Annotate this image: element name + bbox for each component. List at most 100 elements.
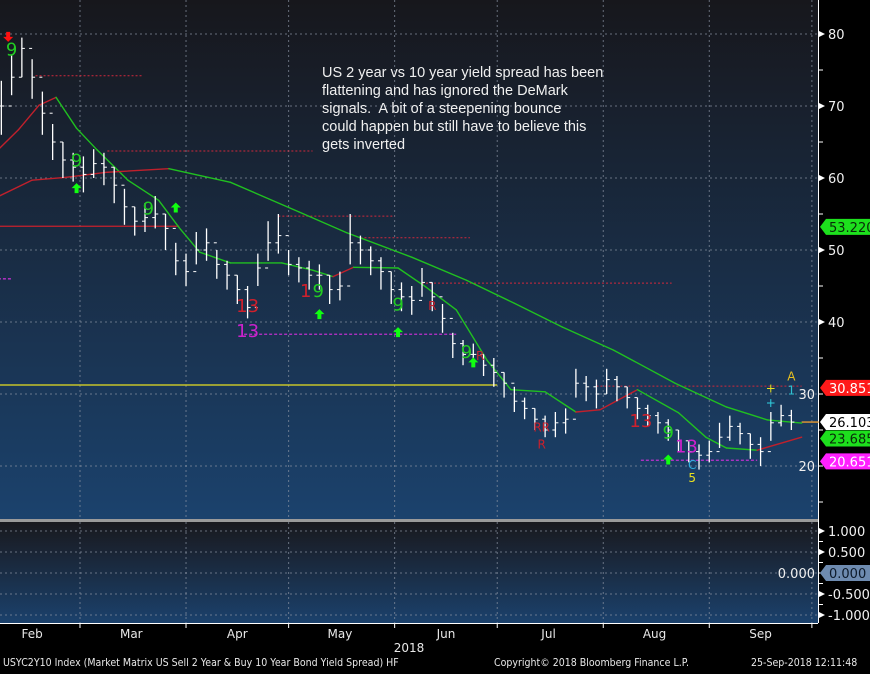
axes: Feb Mar Apr May Jun Jul Aug Sep 2018 80 70 60 50 40 30…: [21, 28, 869, 655]
price-bar: [254, 253, 261, 309]
demark-count-label: C: [688, 458, 696, 472]
price-badge-shape: [820, 430, 870, 447]
price-bar: [244, 286, 251, 319]
price-badge-label: 30.851: [829, 382, 870, 397]
moving-average-2-segment: [298, 211, 348, 234]
price-bar: [490, 358, 497, 387]
price-bar: [439, 296, 446, 333]
price-bar: [603, 368, 610, 395]
price-bar: [624, 386, 631, 409]
chart-annotation: US 2 year vs 10 year yield spread has be…: [322, 65, 604, 153]
price-badge: 26.103: [820, 414, 870, 431]
price-bar: [726, 415, 733, 441]
y-tick-arrow-icon: [819, 591, 825, 597]
price-bar: [162, 213, 169, 250]
price-bar: [203, 228, 210, 261]
price-bar: [347, 214, 354, 287]
price-bar: [367, 246, 374, 276]
demark-count-label: R: [428, 299, 436, 313]
x-tick-label: May: [328, 627, 353, 641]
demark-count-label: 13: [236, 296, 259, 317]
moving-average-1-segment: [424, 286, 457, 311]
price-bar: [100, 152, 107, 186]
price-bar: [172, 227, 179, 276]
price-badge: 30.851: [820, 379, 870, 397]
x-tick-label: Mar: [120, 627, 143, 641]
price-bar: [152, 196, 159, 229]
moving-average-1-segment: [575, 409, 601, 413]
price-bar: [480, 353, 487, 376]
price-bar: [49, 112, 56, 160]
moving-average-2-segment: [766, 419, 803, 424]
moving-average-1-segment: [636, 388, 680, 414]
demark-count-label: +: [766, 396, 776, 410]
lower-panel-badge: 0.000: [820, 565, 870, 582]
price-bars: [0, 37, 795, 470]
price-bar: [767, 412, 774, 453]
price-bar: [429, 281, 436, 312]
price-bar: [634, 397, 641, 420]
price-badge-label: 0.000: [829, 567, 866, 582]
price-levels: [0, 75, 819, 461]
price-badge-shape: [820, 453, 870, 470]
price-bar: [275, 214, 282, 254]
price-bar: [141, 203, 148, 232]
lower-y-tick-label: 0.000: [778, 567, 815, 582]
moving-average-1-segment: [127, 179, 160, 202]
price-bar: [183, 253, 190, 286]
price-badge-shape: [820, 414, 870, 431]
price-bar: [757, 437, 764, 466]
price-bar: [316, 264, 323, 290]
price-bar: [295, 257, 302, 283]
x-tick-label: Jul: [540, 627, 555, 641]
price-bar: [501, 371, 508, 398]
moving-average-1-segment: [544, 391, 577, 413]
price-bar: [285, 235, 292, 276]
moving-average-2-segment: [465, 279, 516, 304]
y-tick-label: 20: [798, 460, 815, 475]
moving-average-1-segment: [677, 412, 707, 438]
price-badge-label: 53.220: [829, 221, 870, 236]
price-bar: [747, 433, 754, 459]
price-bar: [613, 376, 620, 402]
arrow-down-icon: [3, 31, 14, 42]
price-bar: [213, 242, 220, 279]
price-bar: [531, 407, 538, 430]
moving-average-1-segment: [0, 129, 20, 149]
price-bar: [542, 415, 549, 438]
moving-average-2-segment: [725, 406, 769, 421]
moving-average-1-segment: [599, 388, 639, 411]
price-bar: [398, 282, 405, 312]
y-tick-label: 80: [828, 28, 845, 43]
demark-count-label: R: [476, 349, 484, 363]
price-bar: [737, 422, 744, 445]
x-tick-label: Feb: [21, 627, 42, 641]
copyright: Copyright© 2018 Bloomberg Finance L.P.: [494, 656, 689, 669]
price-bar: [388, 271, 395, 304]
price-badge-label: 26.103: [829, 416, 870, 431]
moving-averages: [0, 96, 803, 451]
price-bar: [788, 409, 795, 430]
moving-average-2-segment: [229, 181, 300, 213]
timestamp: 25-Sep-2018 12:11:48: [751, 656, 858, 669]
x-tick-label: Sep: [749, 627, 772, 641]
demark-count-label: +: [766, 382, 776, 396]
moving-average-2-segment: [106, 167, 170, 173]
demark-count-label: 9: [6, 40, 17, 61]
price-bar: [90, 149, 97, 178]
price-bar: [39, 76, 46, 135]
demark-count-label: R: [538, 438, 546, 452]
price-bar: [408, 286, 415, 315]
y-tick-arrow-icon: [819, 31, 825, 37]
demark-count-label: 9: [312, 281, 323, 302]
demark-count-label: 9: [663, 423, 674, 444]
price-badge-label: 20.651: [829, 455, 870, 470]
moving-average-1-segment: [55, 96, 78, 130]
moving-average-1-segment: [75, 127, 98, 151]
demark-count-label: 9: [143, 199, 154, 220]
moving-average-1-segment: [281, 262, 314, 271]
price-bar: [665, 419, 672, 441]
price-bar: [706, 440, 713, 463]
panel-divider[interactable]: [0, 519, 818, 522]
